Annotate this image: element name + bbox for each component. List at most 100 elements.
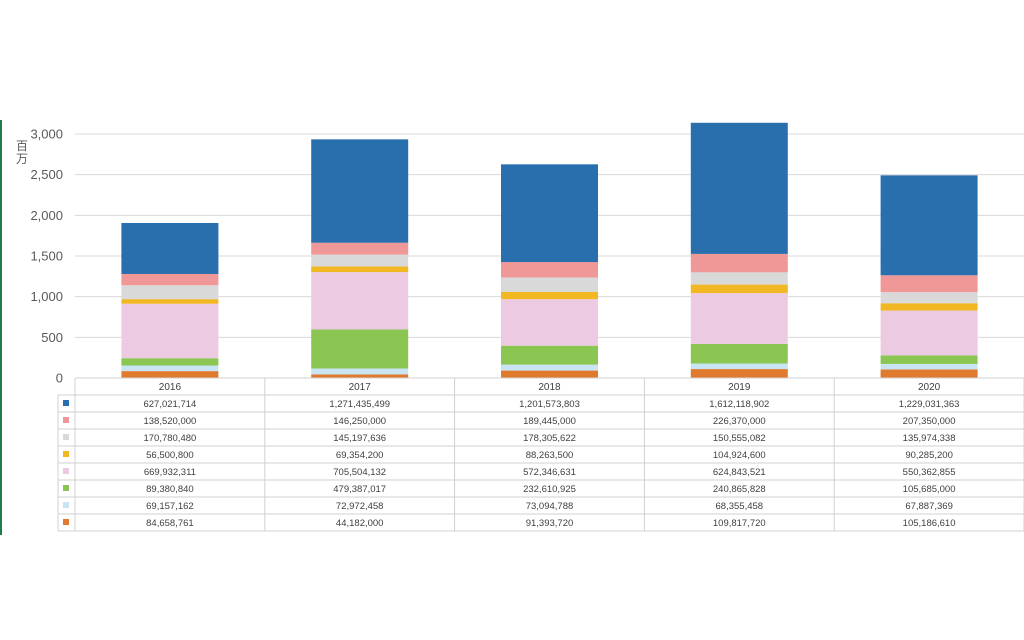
bar-segment xyxy=(690,122,788,254)
y-tick-label: 2,500 xyxy=(30,167,63,182)
table-cell-value: 88,263,500 xyxy=(526,450,574,461)
table-cell-value: 150,555,082 xyxy=(713,433,766,444)
table-cell-value: 669,932,311 xyxy=(144,467,196,478)
y-tick-label: 0 xyxy=(56,371,63,386)
bar-segment xyxy=(121,371,219,378)
table-cell-value: 73,094,788 xyxy=(526,501,574,512)
y-tick-label: 1,000 xyxy=(30,289,63,304)
bar-segment xyxy=(690,293,788,344)
bar-segment xyxy=(121,365,219,372)
bars xyxy=(121,122,978,378)
legend-key xyxy=(63,417,69,423)
bar-segment xyxy=(311,374,409,378)
table-cell-value: 89,380,840 xyxy=(146,484,194,495)
legend-key xyxy=(63,468,69,474)
y-tick-label: 500 xyxy=(41,330,63,345)
table-cell-value: 105,186,610 xyxy=(903,518,956,529)
table-cell-value: 624,843,521 xyxy=(713,467,766,478)
table-cell-value: 1,271,435,499 xyxy=(329,399,390,410)
table-cell-value: 1,201,573,803 xyxy=(519,399,580,410)
bar-segment xyxy=(501,277,598,292)
y-unit-label: 百万 xyxy=(16,139,28,166)
table-cell-value: 138,520,000 xyxy=(143,416,196,427)
table-cell-value: 44,182,000 xyxy=(336,518,384,529)
category-label: 2016 xyxy=(159,382,182,393)
table-cell-value: 91,393,720 xyxy=(526,518,574,529)
bar-segment xyxy=(880,363,978,370)
bar-segment xyxy=(880,369,978,378)
bar-segment xyxy=(121,222,219,274)
window-edge xyxy=(0,120,2,535)
table-cell-value: 170,780,480 xyxy=(143,433,196,444)
legend-key xyxy=(63,519,69,525)
bar-segment xyxy=(880,292,978,304)
y-tick-label: 2,000 xyxy=(30,208,63,223)
category-label: 2019 xyxy=(728,382,751,393)
table-cell-value: 90,285,200 xyxy=(905,450,953,461)
bar-segment xyxy=(501,291,598,300)
y-tick-label: 3,000 xyxy=(30,127,63,142)
table-cell-value: 56,500,800 xyxy=(146,450,194,461)
bar-segment xyxy=(311,139,409,243)
table-cell-value: 69,354,200 xyxy=(336,450,384,461)
table-cell-value: 1,229,031,363 xyxy=(899,399,960,410)
bar-segment xyxy=(690,369,788,378)
bar-segment xyxy=(880,310,978,356)
table-cell-value: 145,197,636 xyxy=(333,433,386,444)
bar-segment xyxy=(880,175,978,276)
bar-segment xyxy=(690,272,788,285)
bar-segment xyxy=(690,253,788,273)
table-cell-value: 69,157,162 xyxy=(146,501,194,512)
category-label: 2020 xyxy=(918,382,941,393)
table-cell-value: 68,355,458 xyxy=(716,501,764,512)
bar-segment xyxy=(121,285,219,300)
bar-segment xyxy=(690,343,788,364)
table-cell-value: 1,612,118,902 xyxy=(709,399,769,410)
legend-key xyxy=(63,434,69,440)
table-cell-value: 189,445,000 xyxy=(523,416,576,427)
bar-segment xyxy=(311,368,409,375)
table-cell-value: 105,685,000 xyxy=(903,484,956,495)
y-tick-label: 1,500 xyxy=(30,249,63,264)
bar-segment xyxy=(501,364,598,371)
table-cell-value: 550,362,855 xyxy=(903,467,956,478)
bar-segment xyxy=(311,266,409,273)
category-label: 2018 xyxy=(538,382,561,393)
bar-segment xyxy=(121,273,219,286)
bar-segment xyxy=(690,284,788,294)
table-cell-value: 572,346,631 xyxy=(523,467,576,478)
bar-segment xyxy=(311,254,409,267)
bar-segment xyxy=(311,242,409,255)
table-cell-value: 627,021,714 xyxy=(143,399,196,410)
table-cell-value: 207,350,000 xyxy=(903,416,956,427)
table-cell-value: 232,610,925 xyxy=(523,484,576,495)
table-cell-value: 146,250,000 xyxy=(333,416,386,427)
table-cell-value: 479,387,017 xyxy=(333,484,386,495)
bar-segment xyxy=(501,164,598,263)
legend-key xyxy=(63,502,69,508)
bar-segment xyxy=(880,303,978,311)
table-cell-value: 240,865,828 xyxy=(713,484,766,495)
table-cell-value: 109,817,720 xyxy=(713,518,766,529)
table-cell-value: 67,887,369 xyxy=(905,501,953,512)
bar-segment xyxy=(880,355,978,364)
bar-segment xyxy=(501,262,598,278)
bar-segment xyxy=(501,299,598,346)
category-label: 2017 xyxy=(349,382,372,393)
bar-segment xyxy=(311,272,409,330)
legend-key xyxy=(63,400,69,406)
bar-segment xyxy=(121,303,219,359)
bar-segment xyxy=(501,345,598,365)
bar-segment xyxy=(311,329,409,369)
table-cell-value: 178,305,622 xyxy=(523,433,576,444)
legend-key xyxy=(63,485,69,491)
bar-segment xyxy=(690,363,788,370)
bar-segment xyxy=(880,275,978,293)
legend-key xyxy=(63,451,69,457)
table-cell-value: 84,658,761 xyxy=(146,518,194,529)
bar-segment xyxy=(501,370,598,378)
bar-segment xyxy=(121,299,219,304)
table-cell-value: 104,924,600 xyxy=(713,450,766,461)
